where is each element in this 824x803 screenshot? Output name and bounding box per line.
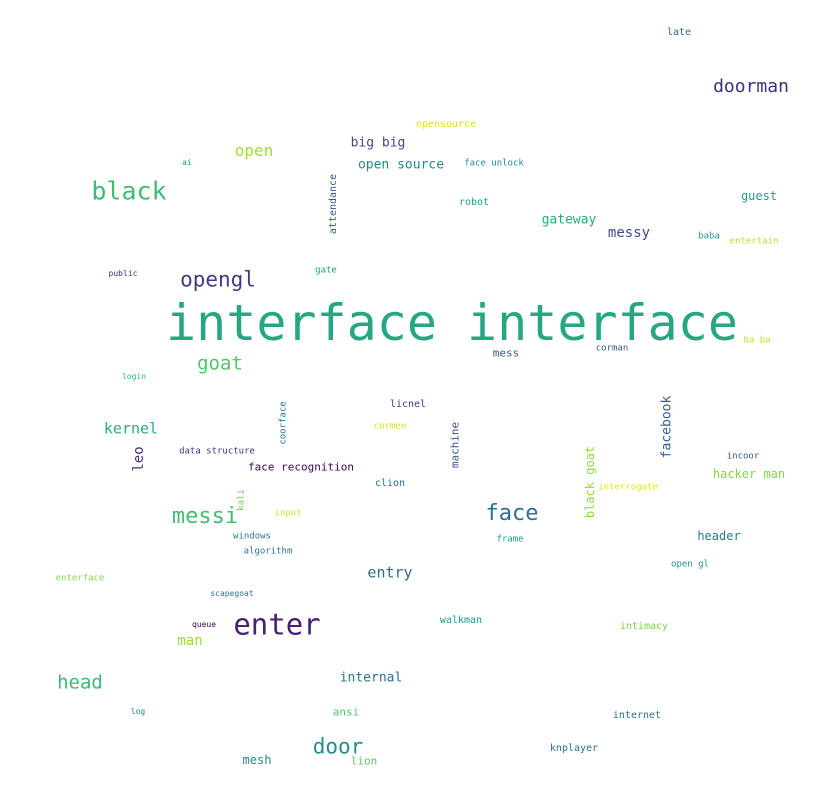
word-26: machine: [448, 421, 462, 469]
word-44: gate: [315, 265, 337, 276]
word-8: goat: [197, 352, 243, 375]
word-6: door: [312, 734, 364, 759]
word-18: open source: [357, 157, 445, 173]
word-13: man: [177, 633, 203, 649]
word-45: corman: [595, 343, 629, 354]
word-39: opensource: [415, 119, 477, 130]
word-27: mess: [492, 346, 520, 360]
word-38: robot: [458, 197, 490, 208]
word-0: interface interface: [166, 294, 738, 352]
word-5: opengl: [180, 267, 256, 292]
word-50: incoor: [726, 451, 760, 462]
word-11: kernel: [103, 419, 159, 438]
word-46: ba ba: [743, 335, 771, 346]
word-60: queue: [191, 620, 217, 629]
word-36: knplayer: [549, 743, 599, 754]
word-57: open gl: [671, 559, 709, 570]
word-2: black: [91, 176, 167, 206]
word-55: algorithm: [243, 546, 293, 557]
word-43: entertain: [729, 236, 779, 247]
word-30: lion: [350, 754, 378, 768]
word-16: gateway: [541, 212, 597, 228]
word-56: frame: [496, 534, 524, 545]
word-19: big big: [350, 135, 406, 151]
word-33: intimacy: [619, 621, 669, 632]
word-48: cormen: [373, 421, 407, 432]
word-34: clion: [374, 478, 406, 489]
word-28: attendance: [328, 173, 339, 235]
word-64: ai: [182, 158, 192, 167]
word-41: late: [666, 27, 692, 38]
word-53: input: [274, 508, 302, 519]
word-22: hacker man: [712, 467, 786, 481]
word-21: guest: [740, 189, 778, 203]
word-40: face unlock: [464, 158, 524, 169]
word-42: baba: [698, 231, 720, 242]
word-14: internal: [339, 670, 403, 686]
word-17: facebook: [659, 395, 675, 459]
word-52: kali: [236, 489, 247, 511]
word-62: login: [121, 372, 147, 381]
word-24: black goat: [583, 445, 597, 519]
word-35: internet: [612, 710, 662, 721]
word-54: windows: [233, 531, 271, 542]
word-12: entry: [367, 563, 413, 582]
word-49: data structure: [179, 446, 255, 457]
word-51: interrogate: [598, 482, 658, 493]
word-59: scapegoat: [210, 589, 254, 598]
word-20: leo: [131, 446, 147, 472]
word-47: coorface: [278, 401, 289, 445]
word-1: enter: [233, 607, 321, 642]
word-10: open: [234, 141, 274, 160]
word-63: public: [108, 269, 138, 278]
word-9: doorman: [713, 76, 789, 97]
word-32: walkman: [439, 615, 483, 626]
word-4: face: [485, 501, 539, 526]
word-31: ansi: [332, 705, 360, 719]
word-25: face recognition: [248, 460, 354, 474]
word-58: enterface: [55, 573, 105, 584]
word-29: mesh: [242, 753, 272, 767]
word-3: messi: [171, 504, 239, 529]
word-23: header: [697, 529, 741, 543]
word-15: messy: [607, 225, 651, 241]
word-61: log: [130, 707, 146, 716]
word-7: head: [57, 671, 103, 694]
word-37: licnel: [389, 399, 427, 410]
